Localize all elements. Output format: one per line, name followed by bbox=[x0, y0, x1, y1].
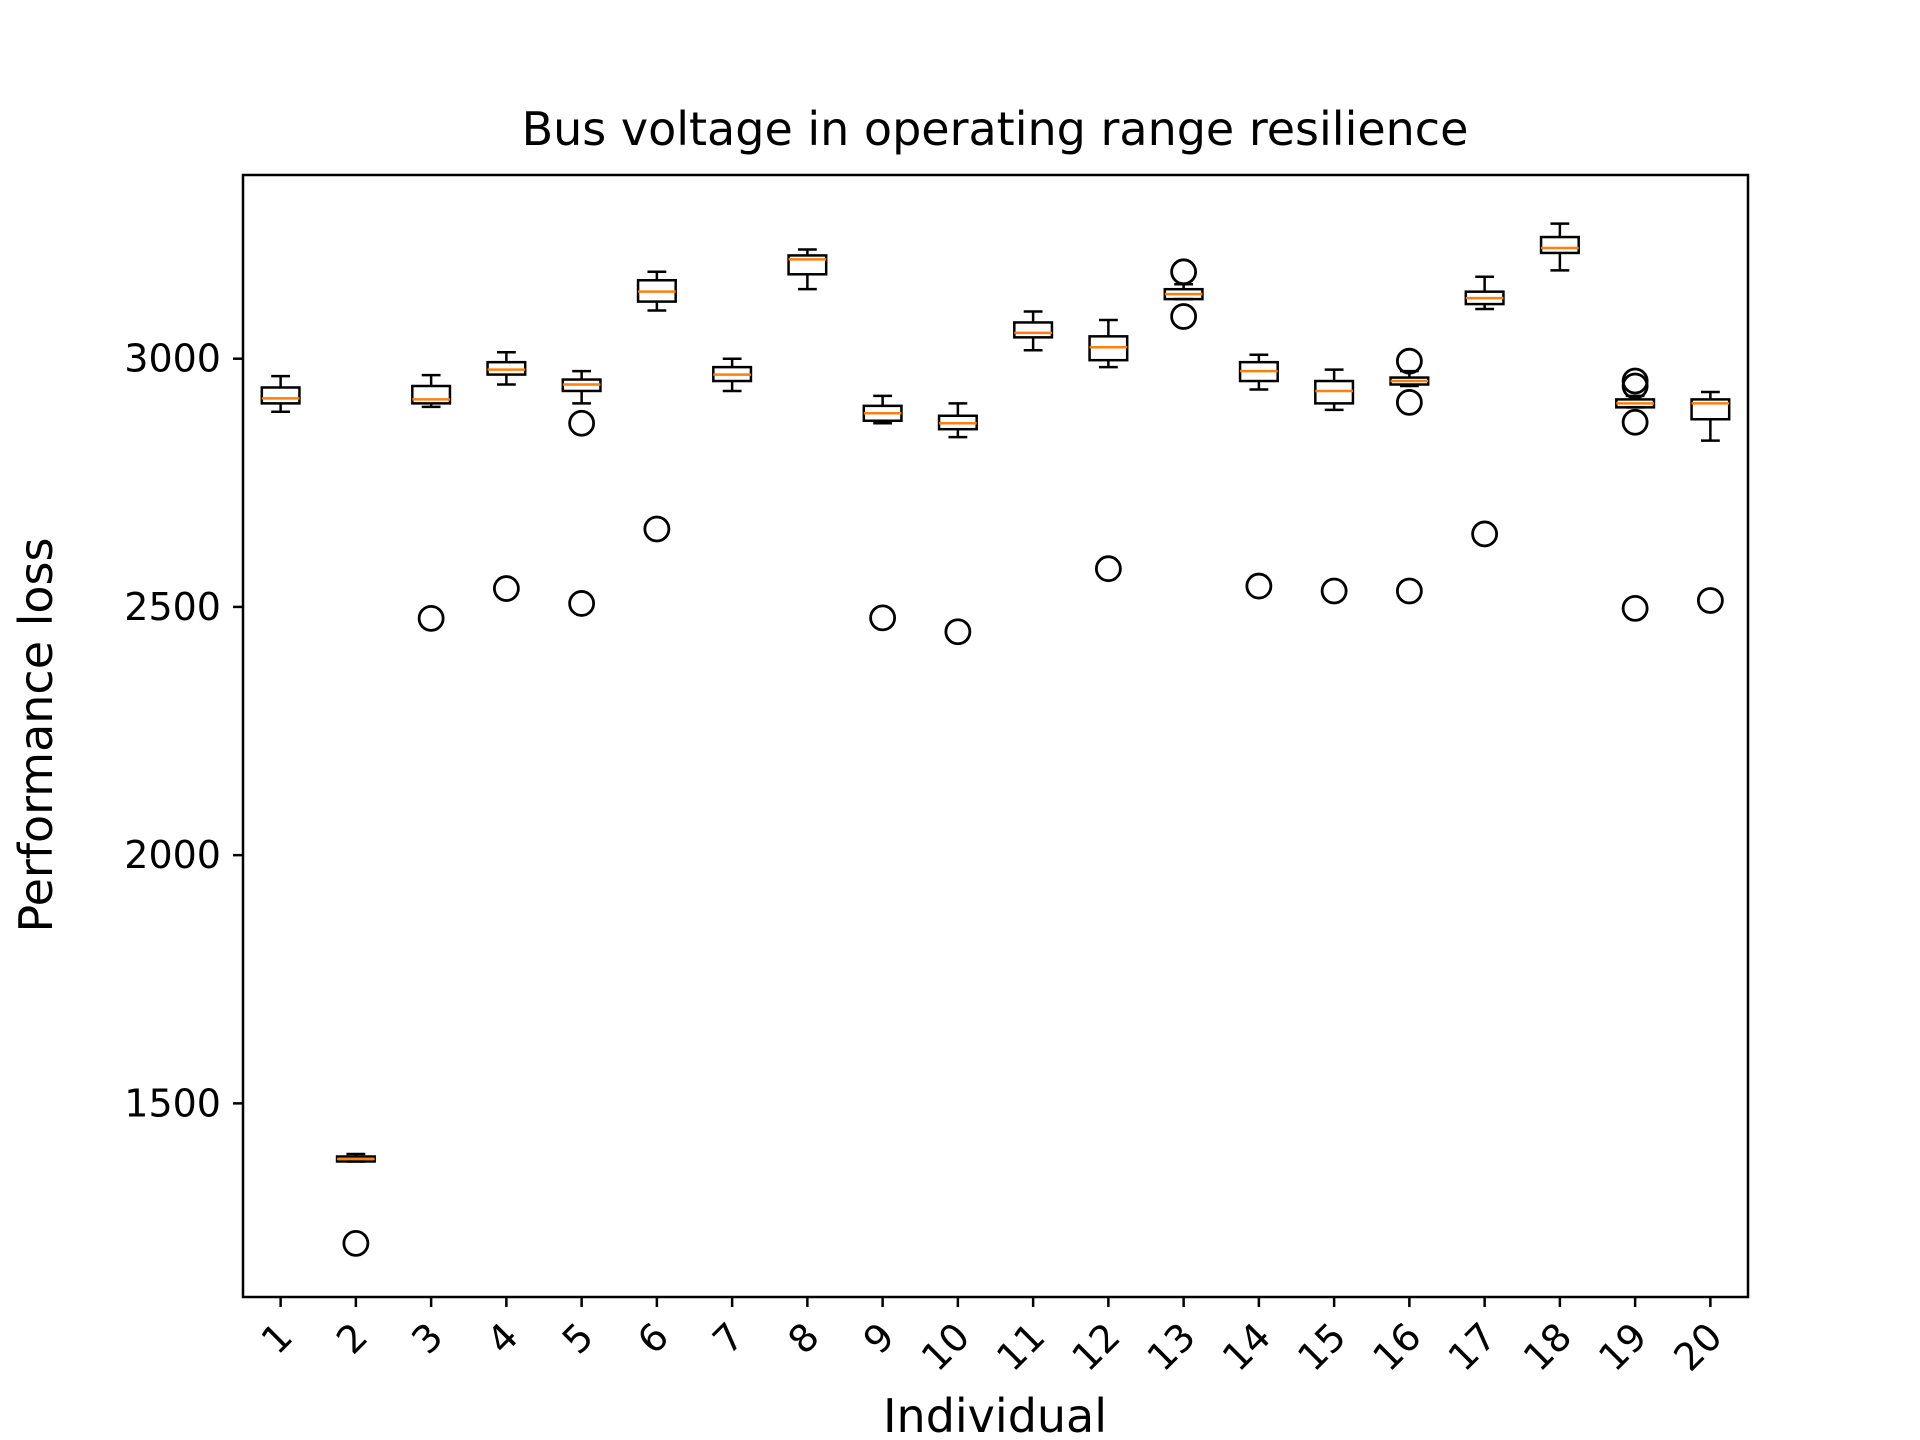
box-8 bbox=[787, 248, 828, 291]
box-iqr bbox=[1539, 235, 1580, 255]
y-tick-label: 2000 bbox=[124, 833, 221, 877]
x-tick-label: 9 bbox=[855, 1314, 903, 1362]
outlier-point bbox=[1245, 572, 1273, 600]
box-iqr bbox=[1013, 321, 1054, 339]
outlier-point bbox=[1170, 258, 1198, 286]
box-4 bbox=[486, 350, 527, 602]
box-18 bbox=[1539, 222, 1580, 272]
x-axis: 1 2 3 4 5 6 7 8 9 10 11 12 13 14 15 16 17 18 19 20 bbox=[253, 1297, 1731, 1380]
x-tick-label: 14 bbox=[1214, 1314, 1279, 1379]
outlier-point bbox=[869, 604, 897, 632]
box-17 bbox=[1464, 275, 1505, 548]
chart-title: Bus voltage in operating range resilienc… bbox=[522, 102, 1469, 156]
outlier-point bbox=[568, 590, 596, 617]
outlier-point bbox=[1395, 577, 1423, 605]
y-tick-label: 1500 bbox=[124, 1081, 221, 1125]
box-13 bbox=[1163, 258, 1204, 330]
outlier-point bbox=[492, 575, 520, 602]
x-tick-label: 17 bbox=[1440, 1314, 1505, 1379]
x-tick-label: 19 bbox=[1590, 1314, 1655, 1379]
plot-area bbox=[260, 222, 1731, 1257]
outlier-point bbox=[568, 409, 596, 437]
x-tick-label: 10 bbox=[913, 1314, 978, 1379]
x-tick-label: 1 bbox=[253, 1314, 301, 1362]
box-19 bbox=[1615, 367, 1656, 622]
x-tick-label: 2 bbox=[328, 1314, 376, 1362]
x-tick-label: 3 bbox=[403, 1314, 451, 1362]
x-tick-label: 6 bbox=[629, 1314, 677, 1362]
x-tick-label: 12 bbox=[1063, 1314, 1128, 1379]
x-tick-label: 11 bbox=[988, 1314, 1053, 1379]
x-tick-label: 18 bbox=[1515, 1314, 1580, 1379]
outlier-point bbox=[944, 618, 972, 646]
box-16 bbox=[1389, 347, 1430, 605]
x-tick-label: 5 bbox=[554, 1314, 602, 1362]
x-axis-label: Individual bbox=[883, 1389, 1107, 1440]
box-iqr bbox=[787, 254, 828, 276]
outlier-point bbox=[643, 515, 671, 543]
outlier-point bbox=[1395, 347, 1423, 375]
x-tick-label: 7 bbox=[704, 1314, 752, 1362]
outlier-point bbox=[1395, 388, 1423, 416]
box-iqr bbox=[1690, 398, 1731, 421]
box-3 bbox=[411, 373, 452, 632]
y-tick-label: 2500 bbox=[124, 585, 221, 629]
box-iqr bbox=[411, 384, 452, 405]
x-tick-label: 13 bbox=[1139, 1314, 1204, 1379]
outlier-point bbox=[1094, 555, 1122, 583]
box-20 bbox=[1690, 390, 1731, 614]
plot-frame bbox=[241, 173, 1750, 1299]
outlier-point bbox=[1170, 303, 1198, 330]
box-6 bbox=[636, 270, 677, 543]
box-2 bbox=[335, 1152, 376, 1257]
outlier-point bbox=[1320, 577, 1348, 605]
outlier-point bbox=[417, 604, 445, 632]
outlier-point bbox=[1621, 372, 1649, 400]
outlier-point bbox=[1621, 408, 1649, 436]
outlier-point bbox=[1621, 595, 1649, 622]
y-axis: 1500 2000 2500 3000 bbox=[124, 337, 243, 1125]
box-7 bbox=[712, 357, 753, 393]
x-tick-label: 20 bbox=[1665, 1314, 1730, 1379]
x-tick-label: 16 bbox=[1364, 1314, 1429, 1379]
outlier-point bbox=[1471, 520, 1499, 548]
box-1 bbox=[260, 374, 301, 414]
outlier-point bbox=[342, 1229, 370, 1257]
box-10 bbox=[937, 402, 978, 646]
box-15 bbox=[1314, 368, 1355, 605]
x-tick-label: 15 bbox=[1289, 1314, 1354, 1379]
x-tick-label: 8 bbox=[780, 1314, 828, 1362]
outlier-point bbox=[1696, 587, 1724, 614]
box-9 bbox=[862, 394, 903, 632]
box-14 bbox=[1238, 353, 1279, 600]
y-axis-label: Performance loss bbox=[9, 538, 63, 933]
box-5 bbox=[561, 369, 602, 617]
box-iqr bbox=[260, 386, 301, 405]
box-11 bbox=[1013, 310, 1054, 352]
y-tick-label: 3000 bbox=[124, 337, 221, 381]
box-12 bbox=[1088, 318, 1129, 583]
x-tick-label: 4 bbox=[479, 1314, 527, 1362]
